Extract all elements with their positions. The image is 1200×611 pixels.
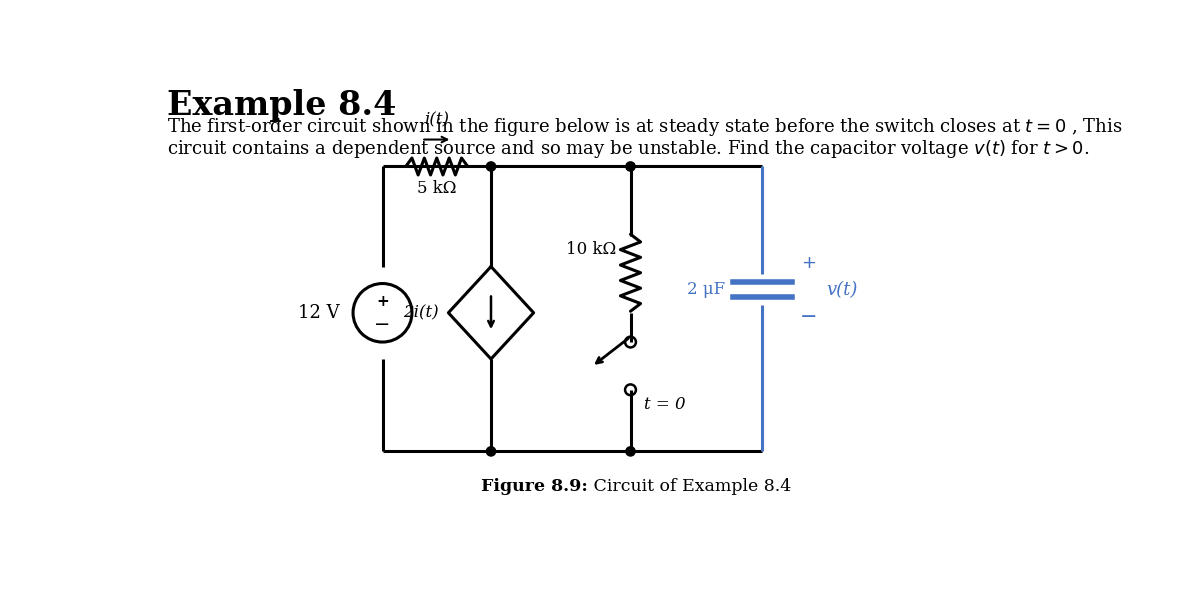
Text: The first-order circuit shown in the figure below is at steady state before the : The first-order circuit shown in the fig… [167,117,1122,139]
Circle shape [486,447,496,456]
Text: t = 0: t = 0 [644,396,686,413]
Text: 2 μF: 2 μF [686,281,725,298]
Text: 10 kΩ: 10 kΩ [566,241,617,258]
Circle shape [626,447,635,456]
Circle shape [486,162,496,171]
Text: 12 V: 12 V [299,304,340,322]
Circle shape [626,162,635,171]
Text: −: − [374,315,391,334]
Text: +: + [802,254,816,272]
Text: i(t): i(t) [425,111,449,128]
Text: Circuit of Example 8.4: Circuit of Example 8.4 [588,478,791,494]
Text: 2i(t): 2i(t) [403,304,439,321]
Text: +: + [376,294,389,309]
Text: Figure 8.9:: Figure 8.9: [481,478,588,494]
Text: 5 kΩ: 5 kΩ [418,180,456,197]
Text: Example 8.4: Example 8.4 [167,89,396,122]
Text: −: − [800,307,817,327]
Text: circuit contains a dependent source and so may be unstable. Find the capacitor v: circuit contains a dependent source and … [167,138,1090,160]
Text: v(t): v(t) [827,280,858,299]
